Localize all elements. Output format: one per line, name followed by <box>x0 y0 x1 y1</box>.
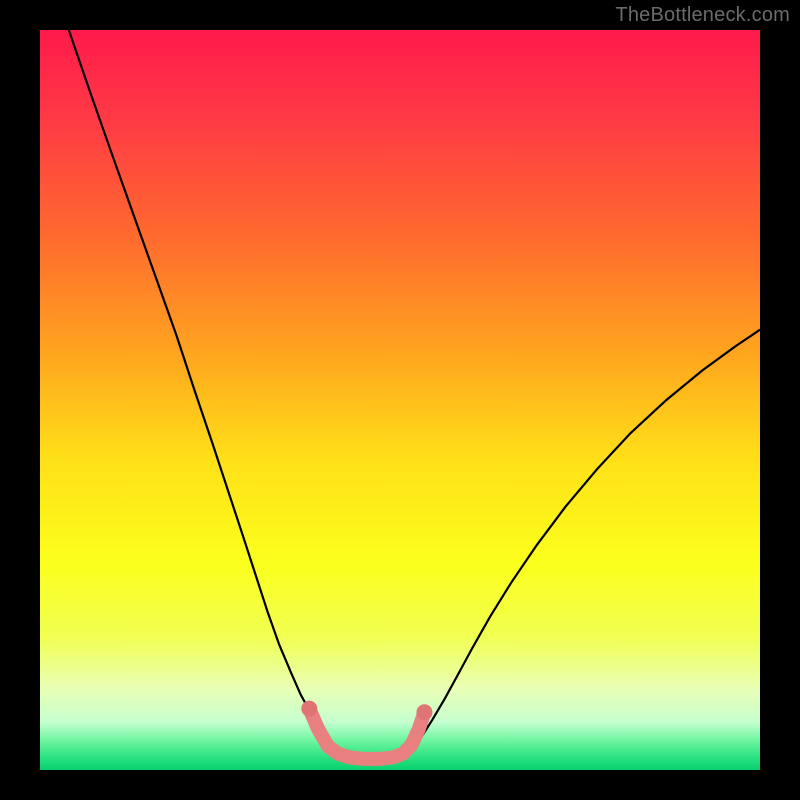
figure-root: TheBottleneck.com <box>0 0 800 800</box>
watermark-text: TheBottleneck.com <box>615 4 790 27</box>
overlay-start-dot <box>301 701 317 717</box>
gradient-background <box>40 30 760 770</box>
chart-svg <box>0 0 800 800</box>
overlay-end-dot <box>416 704 432 720</box>
